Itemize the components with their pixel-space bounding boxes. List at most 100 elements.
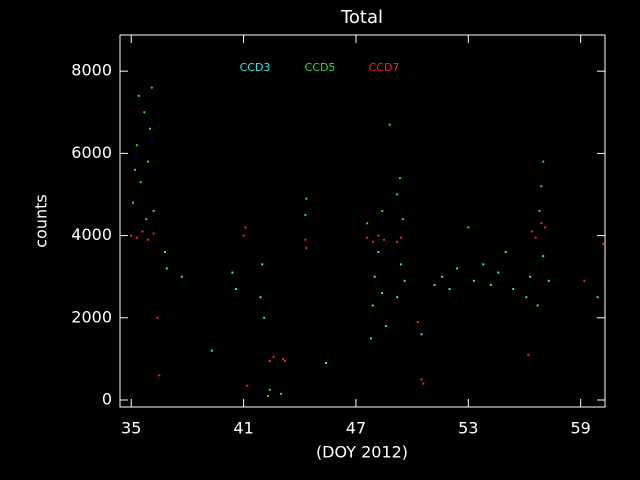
point [388,123,391,126]
point [263,316,266,319]
point [377,251,380,254]
point [396,240,399,243]
point [536,304,539,307]
point [147,160,150,163]
legend-entry: CCD7 [369,61,400,74]
x-tick-label: 35 [121,419,141,438]
legend-entry: CCD3 [240,61,271,74]
point [305,197,308,200]
point [246,384,249,387]
point [130,234,133,237]
x-tick-label: 47 [346,419,366,438]
point [366,222,369,225]
point [152,209,155,212]
plot-frame [119,34,606,408]
y-tick-label: 6000 [71,143,112,162]
point [542,255,545,258]
y-tick-label: 8000 [71,61,112,80]
point [512,288,515,291]
point [324,362,327,365]
point [399,236,402,239]
point [534,236,537,239]
point [158,374,161,377]
point [180,275,183,278]
point [542,160,545,163]
point [396,296,399,299]
y-tick-label: 4000 [71,225,112,244]
y-tick-label: 0 [102,390,112,409]
point [135,144,138,147]
point [398,177,401,180]
point [381,209,384,212]
point [244,226,247,229]
point [472,279,475,282]
point [150,86,153,89]
point [482,263,485,266]
point [163,251,166,254]
point [137,94,140,97]
point [544,226,547,229]
point [433,283,436,286]
point [467,226,470,229]
point [448,288,451,291]
point [525,296,528,299]
point [231,271,234,274]
x-tick-label: 41 [233,419,253,438]
point [401,218,404,221]
point [529,275,532,278]
point [281,357,284,360]
point [369,337,372,340]
point [283,359,286,362]
point [266,394,269,397]
point [384,325,387,328]
point [530,230,533,233]
chart-title: Total [340,7,383,28]
point [396,193,399,196]
x-axis-label: (DOY 2012) [316,443,408,462]
point [583,279,586,282]
point [145,218,148,221]
y-axis-label: counts [32,194,51,247]
point [373,275,376,278]
point [304,238,307,241]
point [272,355,275,358]
point [383,238,386,241]
point [527,353,530,356]
point [242,234,245,237]
point [148,127,151,130]
point [547,279,550,282]
point [381,292,384,295]
point [416,320,419,323]
point [602,242,605,245]
point [135,236,138,239]
point [141,230,144,233]
point [165,267,168,270]
point [139,181,142,184]
point [540,222,543,225]
point [399,263,402,266]
point [403,279,406,282]
point [504,251,507,254]
point [420,378,423,381]
point [305,246,308,249]
point [132,201,135,204]
point [143,111,146,114]
point [133,168,136,171]
legend-entry: CCD5 [305,61,336,74]
point [371,304,374,307]
point [377,234,380,237]
point [235,288,238,291]
point [268,359,271,362]
point [422,382,425,385]
point [268,388,271,391]
point [304,214,307,217]
point [280,392,283,395]
point [489,283,492,286]
x-tick-label: 53 [458,419,478,438]
point [596,296,599,299]
point [371,240,374,243]
point [497,271,500,274]
point [156,316,159,319]
point [259,296,262,299]
